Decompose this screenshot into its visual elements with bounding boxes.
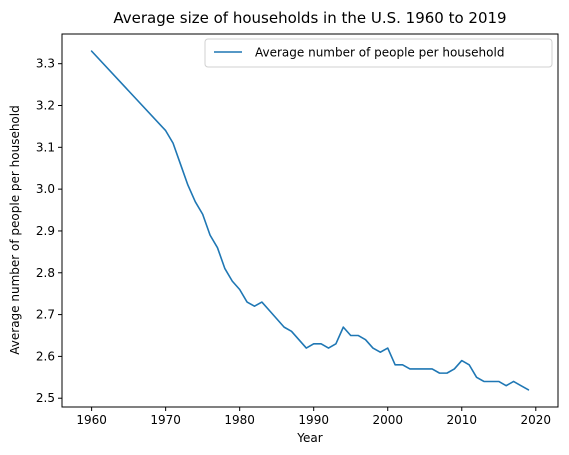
data-point xyxy=(313,343,315,345)
data-point xyxy=(350,335,352,337)
data-point xyxy=(402,364,404,366)
x-tick-label: 2020 xyxy=(521,413,552,427)
y-tick-label: 2.9 xyxy=(36,224,55,238)
data-point xyxy=(231,280,233,282)
data-point xyxy=(239,289,241,291)
y-tick-label: 2.5 xyxy=(36,391,55,405)
data-point xyxy=(528,389,530,391)
y-tick-label: 2.8 xyxy=(36,266,55,280)
data-point xyxy=(483,381,485,383)
data-point xyxy=(298,339,300,341)
data-point xyxy=(491,381,493,383)
y-axis-label: Average number of people per household xyxy=(8,105,22,354)
data-point xyxy=(394,364,396,366)
y-tick-label: 3.3 xyxy=(36,57,55,71)
data-point xyxy=(343,326,345,328)
data-point xyxy=(224,268,226,270)
data-point xyxy=(187,184,189,186)
data-point xyxy=(305,347,307,349)
data-point xyxy=(476,377,478,379)
y-tick-label: 2.6 xyxy=(36,349,55,363)
x-axis: 1960 1970 1980 1990 2000 2010 2020 xyxy=(76,407,551,427)
chart-title: Average size of households in the U.S. 1… xyxy=(113,9,506,27)
data-point xyxy=(180,163,182,165)
data-point xyxy=(431,368,433,370)
data-point xyxy=(217,247,219,249)
data-point xyxy=(172,142,174,144)
data-point xyxy=(254,305,256,307)
plot-frame xyxy=(61,33,559,408)
data-point xyxy=(202,213,204,215)
data-point xyxy=(268,310,270,312)
x-tick-label: 1970 xyxy=(150,413,181,427)
series-line xyxy=(90,50,530,391)
legend-box xyxy=(204,38,553,68)
data-point xyxy=(261,301,263,303)
data-point xyxy=(380,351,382,353)
data-point xyxy=(320,343,322,345)
y-tick-label: 3.0 xyxy=(36,182,55,196)
data-point xyxy=(461,360,463,362)
data-point xyxy=(424,368,426,370)
x-tick-label: 1990 xyxy=(298,413,329,427)
data-point xyxy=(276,318,278,320)
plot-area: 1960 1970 1980 1990 2000 2010 2020 2.52.62.72.… xyxy=(36,33,559,427)
data-point xyxy=(446,372,448,374)
data-point xyxy=(505,385,507,387)
data-point xyxy=(454,368,456,370)
data-point xyxy=(335,343,337,345)
data-point xyxy=(291,331,293,333)
data-point xyxy=(91,50,93,52)
data-point xyxy=(283,326,285,328)
data-point xyxy=(246,301,248,303)
series-layer xyxy=(90,50,530,391)
data-point xyxy=(209,234,211,236)
data-point xyxy=(498,381,500,383)
data-point xyxy=(417,368,419,370)
data-point xyxy=(387,347,389,349)
data-point xyxy=(194,201,196,203)
data-point xyxy=(439,372,441,374)
data-point xyxy=(513,381,515,383)
x-tick-label: 2010 xyxy=(446,413,477,427)
data-point xyxy=(357,335,359,337)
data-point xyxy=(409,368,411,370)
legend: Average number of people per household xyxy=(204,38,553,68)
x-tick-label: 2000 xyxy=(372,413,403,427)
data-point xyxy=(520,385,522,387)
data-point xyxy=(328,347,330,349)
data-point xyxy=(468,364,470,366)
x-tick-label: 1960 xyxy=(76,413,107,427)
y-tick-label: 3.1 xyxy=(36,140,55,154)
data-point xyxy=(165,130,167,132)
y-tick-label: 2.7 xyxy=(36,308,55,322)
x-axis-label: Year xyxy=(296,431,322,445)
data-point xyxy=(365,339,367,341)
x-tick-label: 1980 xyxy=(224,413,255,427)
legend-label: Average number of people per household xyxy=(255,46,504,60)
y-axis: 2.5 2.6 2.7 2.8 2.9 3.0 3.1 3.2 3.3 xyxy=(36,57,62,405)
data-point xyxy=(372,347,374,349)
y-tick-label: 3.2 xyxy=(36,99,55,113)
